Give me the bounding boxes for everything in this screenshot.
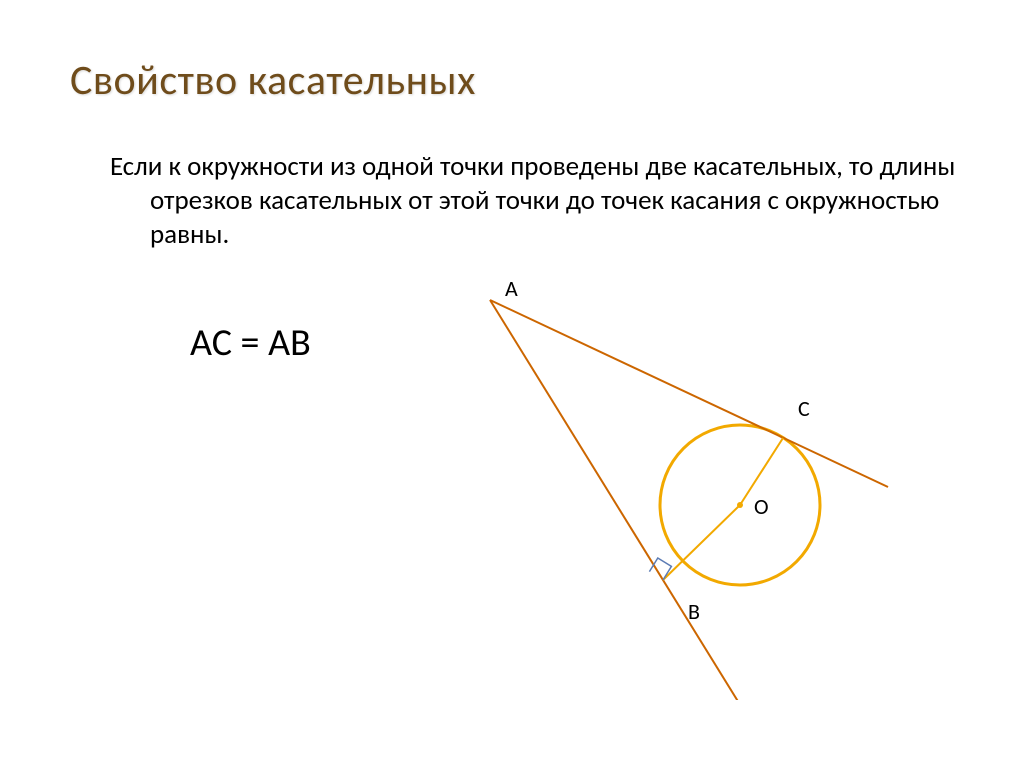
slide-title: Свойство касательных xyxy=(70,55,476,106)
diagram-svg xyxy=(410,280,970,700)
label-c: C xyxy=(798,395,810,422)
formula-text: AC = AB xyxy=(190,320,311,366)
center-dot xyxy=(737,502,743,508)
label-a: A xyxy=(505,275,518,302)
tangent-line-ac xyxy=(490,300,888,487)
tangent-line-ab xyxy=(490,300,739,700)
radius-ob xyxy=(663,505,740,580)
slide-body-text: Если к окружности из одной точки проведе… xyxy=(70,150,960,251)
label-o: O xyxy=(754,493,769,520)
tangent-diagram: A C B O xyxy=(410,280,970,700)
slide: Свойство касательных Если к окружности и… xyxy=(0,0,1024,767)
label-b: B xyxy=(688,598,700,625)
